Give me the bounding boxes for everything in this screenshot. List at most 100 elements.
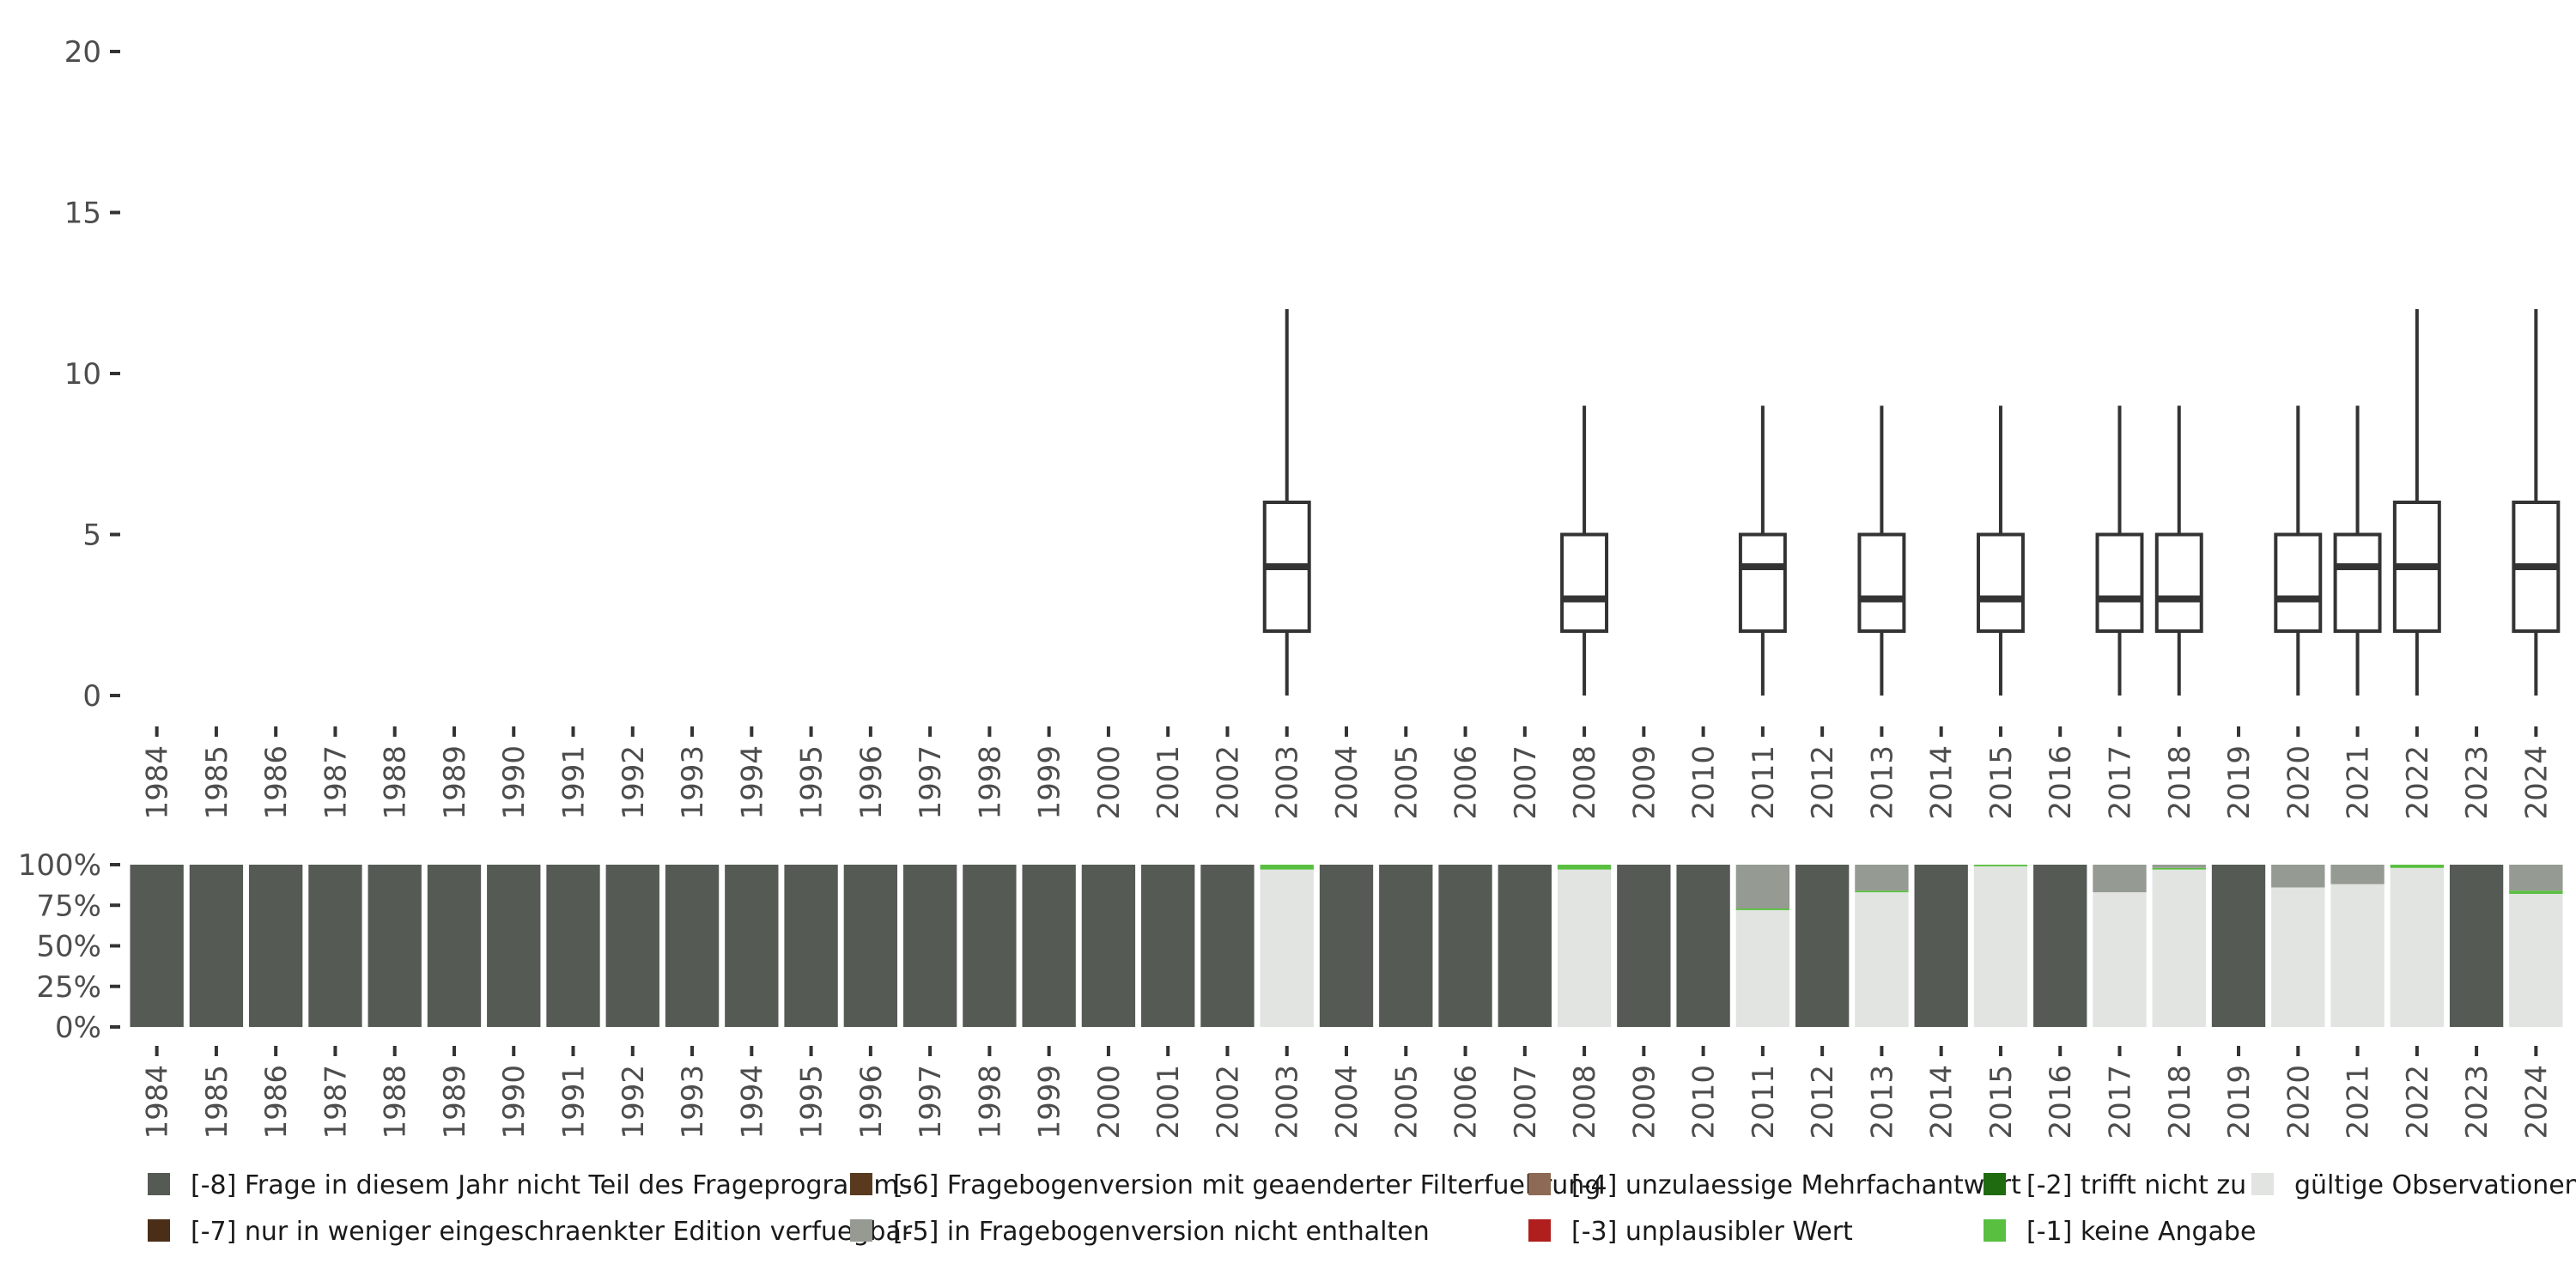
legend-swatch <box>1528 1173 1551 1195</box>
bar-m1-2018 <box>2152 867 2206 870</box>
bar-m8-1989 <box>427 865 482 1027</box>
bar-m8-1996 <box>843 865 898 1027</box>
x-tick-label-1994: 1994 <box>735 745 769 820</box>
x-tick-label-2011: 2011 <box>1747 745 1781 820</box>
box-y-tick-label: 10 <box>64 357 101 392</box>
bar-m8-2006 <box>1438 865 1492 1027</box>
x-tick-label-2015: 2015 <box>1984 1065 2019 1139</box>
x-tick-label-2020: 2020 <box>2281 1065 2316 1139</box>
bar-valid-2020 <box>2271 887 2325 1027</box>
bar-m8-2002 <box>1200 865 1255 1027</box>
legend-swatch <box>148 1219 170 1242</box>
legend-label: [-2] trifft nicht zu <box>2026 1170 2246 1200</box>
x-tick-label-2019: 2019 <box>2222 1065 2257 1139</box>
box-y-tick-label: 20 <box>64 35 101 70</box>
box-iqr-2020 <box>2274 532 2323 633</box>
x-tick-label-2022: 2022 <box>2401 745 2435 820</box>
legend-swatch <box>1984 1173 2006 1195</box>
legend-swatch <box>1984 1219 2006 1242</box>
x-tick-label-2008: 2008 <box>1568 745 1602 820</box>
bar-y-tick-label: 75% <box>36 889 101 923</box>
x-tick-label-2017: 2017 <box>2103 1065 2137 1139</box>
x-tick-label-2024: 2024 <box>2519 745 2554 820</box>
x-tick-label-2005: 2005 <box>1389 1065 1424 1139</box>
legend-swatch <box>2251 1173 2274 1195</box>
bar-m8-2023 <box>2449 865 2504 1027</box>
bar-m5-2013 <box>1855 865 1909 891</box>
bar-m5-2018 <box>2152 865 2206 868</box>
x-tick-label-1995: 1995 <box>795 745 829 820</box>
bar-m1-2003 <box>1260 865 1314 870</box>
legend-label: [-1] keine Angabe <box>2026 1217 2256 1247</box>
x-tick-label-2004: 2004 <box>1330 1065 1364 1139</box>
x-tick-label-1996: 1996 <box>854 1065 889 1139</box>
legend-label: [-6] Fragebogenversion mit geaenderter F… <box>893 1170 1601 1200</box>
bar-y-tick-label: 0% <box>55 1011 101 1045</box>
x-tick-label-2003: 2003 <box>1271 1065 1305 1139</box>
x-tick-label-1993: 1993 <box>676 1065 710 1139</box>
box-iqr-2015 <box>1976 532 2025 633</box>
x-tick-label-2013: 2013 <box>1865 1065 1899 1139</box>
legend-label: [-5] in Fragebogenversion nicht enthalte… <box>893 1217 1430 1247</box>
bar-m8-2001 <box>1141 865 1195 1027</box>
x-tick-label-1987: 1987 <box>319 745 353 820</box>
bar-m1-2015 <box>1973 865 2028 866</box>
x-tick-label-2003: 2003 <box>1271 745 1305 820</box>
x-tick-label-1986: 1986 <box>259 745 294 820</box>
x-tick-label-1996: 1996 <box>854 745 889 820</box>
legend-swatch <box>850 1173 872 1195</box>
x-tick-label-2021: 2021 <box>2342 1065 2376 1139</box>
x-tick-label-1989: 1989 <box>438 745 472 820</box>
bar-m8-1986 <box>249 865 303 1027</box>
bar-m1-2024 <box>2509 890 2563 895</box>
bar-m1-2022 <box>2390 865 2444 868</box>
bar-m8-1994 <box>725 865 779 1027</box>
bar-m8-2012 <box>1795 865 1850 1027</box>
x-tick-label-2010: 2010 <box>1687 1065 1722 1139</box>
x-tick-label-1985: 1985 <box>200 745 234 820</box>
x-tick-label-1999: 1999 <box>1033 1065 1067 1139</box>
x-tick-label-2020: 2020 <box>2281 745 2316 820</box>
bar-valid-2022 <box>2390 867 2444 1027</box>
boxplot-panel: 0 5 10 15 20 <box>64 35 2561 714</box>
x-tick-label-1992: 1992 <box>617 1065 651 1139</box>
x-tick-label-2010: 2010 <box>1687 745 1722 820</box>
bar-m1-2013 <box>1855 890 1909 893</box>
x-tick-label-1998: 1998 <box>973 745 1007 820</box>
x-tick-label-1991: 1991 <box>557 1065 592 1139</box>
legend-label: [-3] unplausibler Wert <box>1571 1217 1853 1247</box>
x-tick-label-2012: 2012 <box>1806 745 1840 820</box>
x-tick-label-1991: 1991 <box>557 745 592 820</box>
x-tick-label-1984: 1984 <box>141 745 175 820</box>
x-tick-label-1997: 1997 <box>914 1065 948 1139</box>
x-tick-label-1995: 1995 <box>795 1065 829 1139</box>
bar-m5-2021 <box>2330 865 2385 884</box>
bar-y-tick-label: 50% <box>36 930 101 964</box>
x-tick-label-2017: 2017 <box>2103 745 2137 820</box>
legend-swatch <box>850 1219 872 1242</box>
bar-m8-2005 <box>1379 865 1433 1027</box>
x-tick-label-2001: 2001 <box>1151 745 1186 820</box>
x-tick-label-2002: 2002 <box>1211 1065 1245 1139</box>
bar-m8-1984 <box>130 865 184 1027</box>
x-tick-label-1999: 1999 <box>1033 745 1067 820</box>
bar-m8-2007 <box>1498 865 1552 1027</box>
bar-valid-2013 <box>1855 892 1909 1027</box>
x-tick-label-1988: 1988 <box>379 745 413 820</box>
bar-x-axis: 1984 1985 1986 1987 1988 1989 1990 1991 1992 1993… <box>141 1046 2554 1139</box>
box-iqr-2013 <box>1857 532 1906 633</box>
x-tick-label-2009: 2009 <box>1627 1065 1662 1139</box>
legend-label: [-8] Frage in diesem Jahr nicht Teil des… <box>191 1170 912 1200</box>
bar-m8-1991 <box>546 865 600 1027</box>
bar-valid-2017 <box>2093 892 2147 1027</box>
x-tick-label-2007: 2007 <box>1509 745 1543 820</box>
x-tick-label-2005: 2005 <box>1389 745 1424 820</box>
x-tick-label-2018: 2018 <box>2163 1065 2197 1139</box>
x-tick-label-2006: 2006 <box>1449 1065 1484 1139</box>
x-tick-label-1986: 1986 <box>259 1065 294 1139</box>
x-tick-label-2023: 2023 <box>2460 1065 2494 1139</box>
bar-m5-2017 <box>2093 865 2147 893</box>
box-y-tick-label: 5 <box>82 519 101 553</box>
bar-m8-1992 <box>605 865 659 1027</box>
x-tick-label-1990: 1990 <box>497 745 532 820</box>
